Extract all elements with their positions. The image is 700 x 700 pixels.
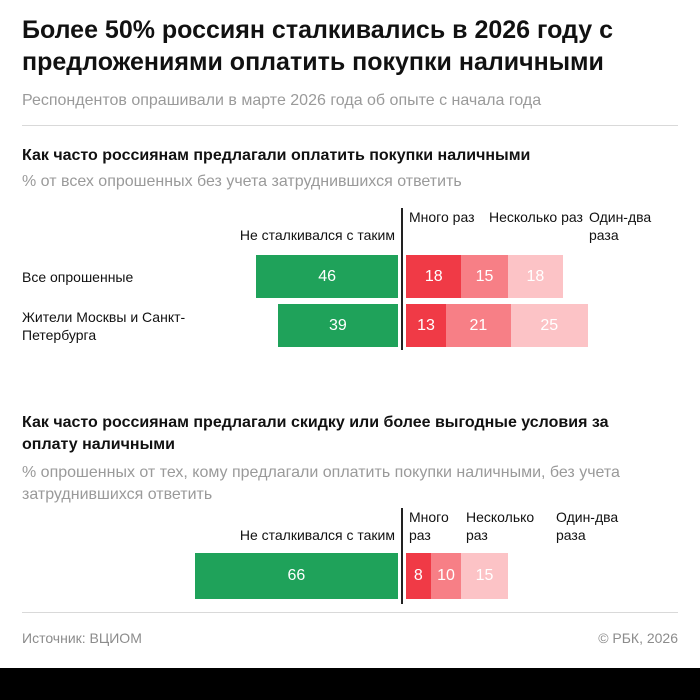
legend-several-times: Несколько раз (489, 209, 583, 225)
page-subtitle: Респондентов опрашивали в марте 2026 год… (22, 92, 542, 109)
infographic-card: Более 50% россиян сталкивались в 2026 го… (0, 0, 700, 668)
pivot-divider (401, 508, 403, 604)
legend-many-times: Много раз (409, 509, 449, 543)
pivot-divider (401, 208, 403, 350)
legend-none: Не сталкивался с таким (239, 527, 395, 543)
bar-several-times: 15 (461, 255, 508, 298)
legend-none: Не сталкивался с таким (239, 227, 395, 243)
row-label: Жители Москвы и Санкт-Петербурга (22, 308, 186, 343)
bar-none: 66 (194, 553, 398, 599)
source-note: Источник: ВЦИОМ (22, 630, 142, 646)
bar-none: 46 (256, 255, 398, 298)
bar-several-times: 10 (430, 553, 462, 599)
bar-none: 39 (277, 304, 398, 347)
legend-once-twice: Один-два раза (556, 509, 619, 543)
copyright: © РБК, 2026 (598, 630, 678, 646)
bar-once-twice: 25 (510, 304, 588, 347)
bar-once-twice: 15 (461, 553, 508, 599)
page-title: Более 50% россиян сталкивались в 2026 го… (22, 16, 613, 76)
bar-many-times: 8 (406, 553, 431, 599)
chart2-title: Как часто россиянам предлагали скидку ил… (22, 414, 609, 453)
bar-many-times: 13 (406, 304, 447, 347)
bottom-bar (0, 668, 700, 700)
legend-several-times: Несколько раз (466, 509, 535, 543)
bar-once-twice: 18 (507, 255, 564, 298)
chart1-note: % от всех опрошенных без учета затруднив… (22, 173, 462, 190)
legend-many-times: Много раз (409, 209, 475, 225)
chart1-title: Как часто россиянам предлагали оплатить … (22, 147, 531, 164)
bar-many-times: 18 (406, 255, 462, 298)
chart2-note: % опрошенных от тех, кому предлагали опл… (22, 464, 620, 503)
legend-once-twice: Один-два раза (589, 209, 652, 243)
header-divider (22, 125, 678, 126)
bar-several-times: 21 (446, 304, 511, 347)
footer-divider (22, 612, 678, 613)
row-label: Все опрошенные (22, 268, 134, 285)
